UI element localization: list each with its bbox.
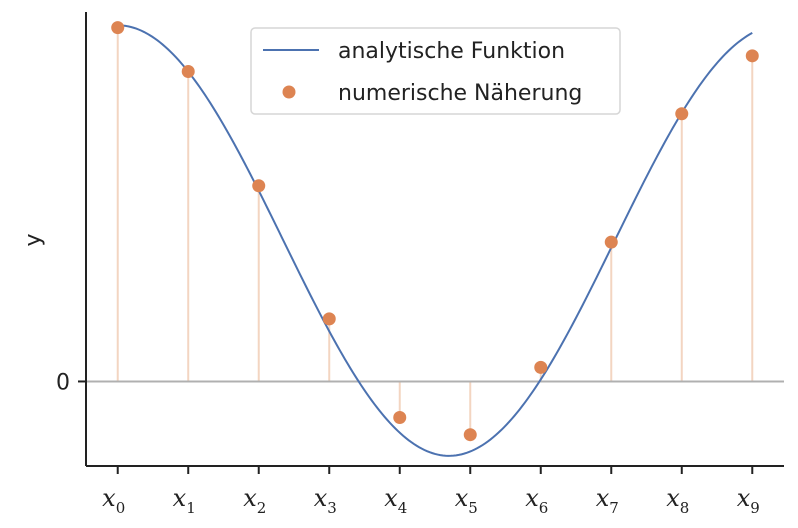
point-1 bbox=[181, 64, 195, 78]
point-5 bbox=[463, 428, 477, 442]
x-tick-label-6: x6 bbox=[525, 484, 548, 517]
x-tick-label-7: x7 bbox=[596, 484, 619, 517]
point-4 bbox=[393, 410, 407, 424]
point-0 bbox=[111, 21, 125, 35]
numeric-points bbox=[111, 21, 759, 442]
x-tick-label-3: x3 bbox=[314, 484, 337, 517]
y-tick-label-0: 0 bbox=[56, 370, 70, 395]
point-9 bbox=[745, 49, 759, 63]
x-tick-label-9: x9 bbox=[737, 484, 760, 517]
point-7 bbox=[604, 235, 618, 249]
legend-box bbox=[250, 27, 621, 115]
x-tick-label-1: x1 bbox=[173, 484, 196, 517]
x-tick-label-0: x0 bbox=[102, 484, 125, 517]
x-tick-label-2: x2 bbox=[243, 484, 266, 517]
x-tick-label-5: x5 bbox=[455, 484, 478, 517]
legend-label-analytic: analytische Funktion bbox=[338, 39, 565, 64]
point-6 bbox=[534, 360, 548, 374]
point-2 bbox=[252, 179, 266, 193]
x-ticks: x0 x1 x2 x3 x4 x5 x6 x7 x8 x9 bbox=[102, 466, 760, 517]
point-3 bbox=[322, 312, 336, 326]
x-tick-label-4: x4 bbox=[384, 484, 407, 517]
analytic-function-line bbox=[117, 24, 753, 457]
y-axis-label: y bbox=[21, 233, 46, 246]
point-8 bbox=[675, 107, 689, 121]
x-tick-label-8: x8 bbox=[666, 484, 689, 517]
stem-lines bbox=[116, 27, 754, 435]
legend-label-numeric: numerische Näherung bbox=[338, 81, 582, 106]
legend-dot-swatch bbox=[282, 85, 296, 99]
legend: analytische Funktion numerische Näherung bbox=[250, 27, 621, 115]
y-ticks: 0 bbox=[56, 370, 86, 395]
